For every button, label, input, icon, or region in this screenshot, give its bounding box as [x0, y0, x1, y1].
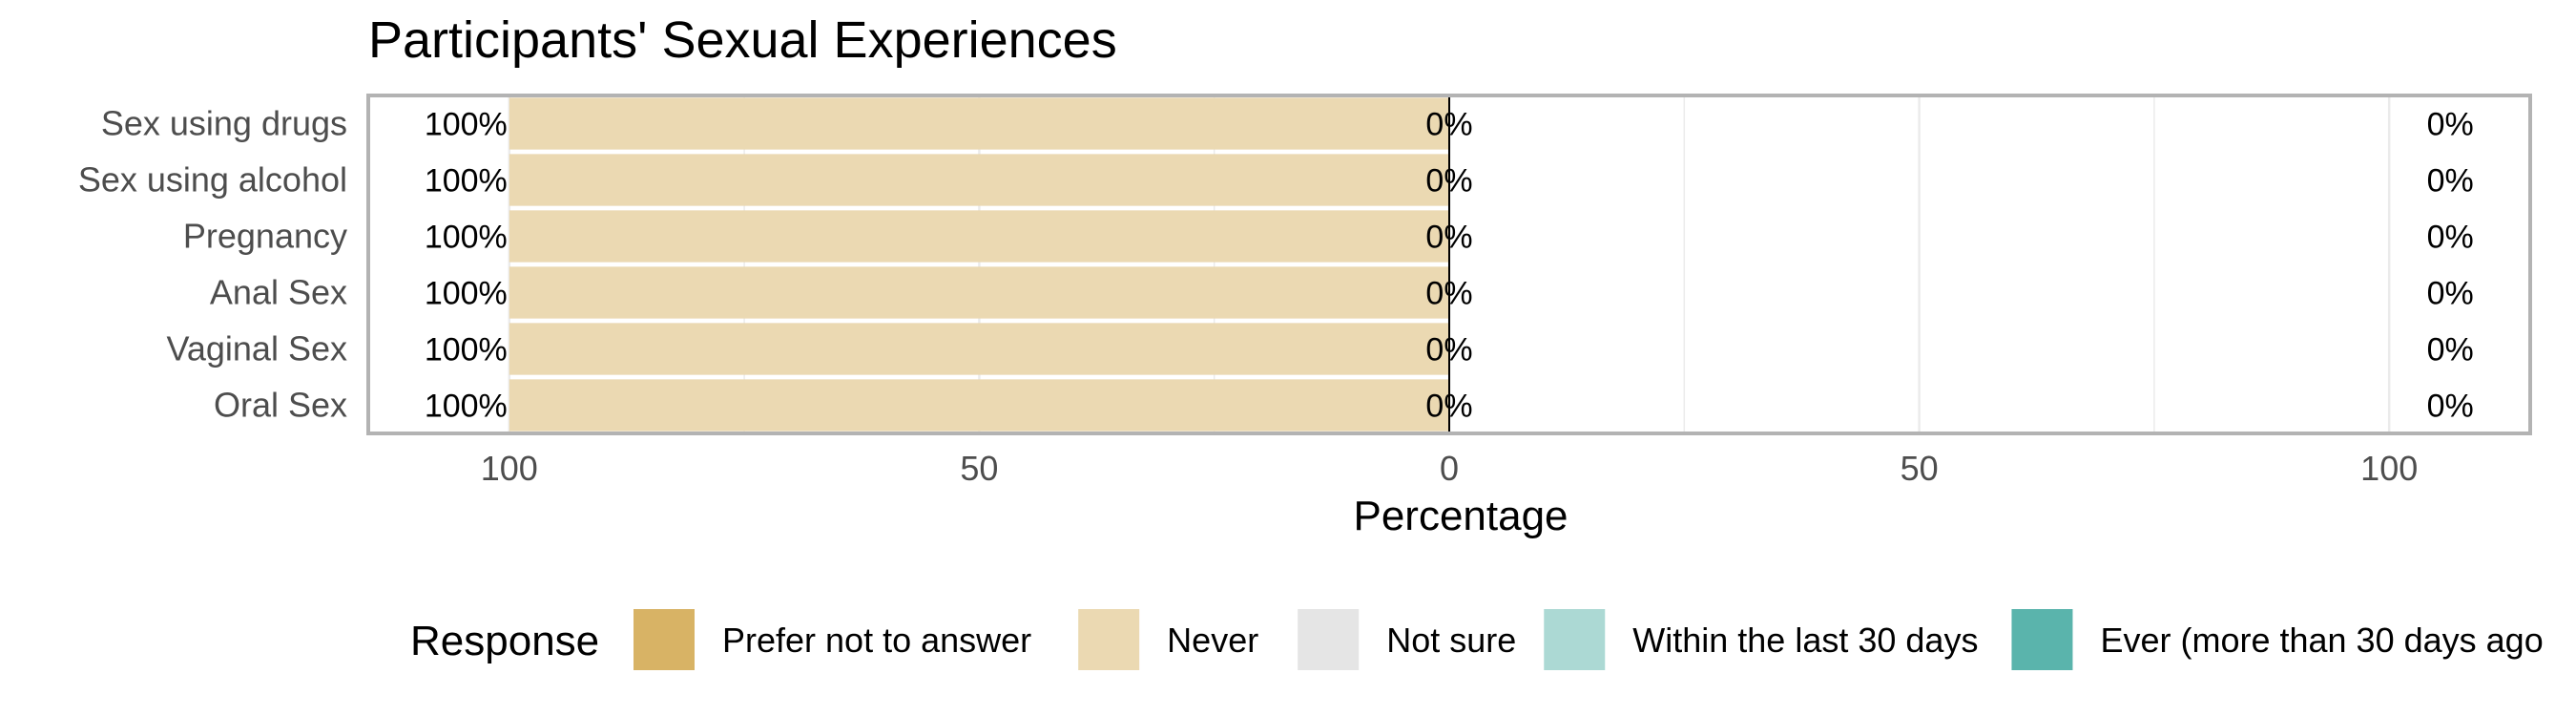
- legend-swatch: [1076, 607, 1142, 672]
- y-axis-label: Oral Sex: [214, 386, 347, 425]
- data-label-left: 100%: [425, 276, 508, 312]
- bar-segment: [509, 266, 1449, 319]
- data-label-left: 100%: [425, 389, 508, 425]
- data-labels: 100% 0% 0% 100% 0% 0% 100% 0% 0% 100% 0% 0% 100% 0% 0%…: [425, 107, 2474, 425]
- y-axis-label: Pregnancy: [183, 217, 347, 256]
- bars: [509, 97, 1449, 432]
- data-label-right: 0%: [2427, 163, 2474, 200]
- legend-label: Not sure: [1386, 621, 1516, 660]
- x-axis-ticks: 100 50 0 50 100: [481, 449, 2419, 488]
- data-label-left: 100%: [425, 220, 508, 256]
- data-label-center: 0%: [1425, 389, 1472, 425]
- x-tick-label: 50: [960, 449, 998, 488]
- y-axis-label: Vaginal Sex: [167, 329, 347, 369]
- data-label-right: 0%: [2427, 276, 2474, 312]
- data-label-center: 0%: [1425, 332, 1472, 369]
- legend-label: Prefer not to answer: [722, 621, 1031, 660]
- bar-segment: [509, 379, 1449, 432]
- bar-segment: [509, 210, 1449, 263]
- legend-label: Within the last 30 days: [1632, 621, 1978, 660]
- legend-swatch: [2009, 607, 2075, 672]
- legend-swatch: [1542, 607, 1608, 672]
- x-tick-label: 100: [2360, 449, 2418, 488]
- data-label-left: 100%: [425, 107, 508, 143]
- data-label-right: 0%: [2427, 389, 2474, 425]
- legend-label: Ever (more than 30 days ago: [2100, 621, 2543, 660]
- data-label-center: 0%: [1425, 276, 1472, 312]
- data-label-right: 0%: [2427, 107, 2474, 143]
- data-label-center: 0%: [1425, 163, 1472, 200]
- legend-title: Response: [410, 618, 599, 664]
- chart-title: Participants' Sexual Experiences: [368, 11, 1117, 69]
- x-tick-label: 100: [481, 449, 538, 488]
- x-tick-label: 0: [1440, 449, 1459, 488]
- legend-label: Never: [1167, 621, 1258, 660]
- x-axis-title: Percentage: [1353, 493, 1568, 539]
- bar-segment: [509, 97, 1449, 150]
- bar-segment: [509, 323, 1449, 375]
- data-label-right: 0%: [2427, 220, 2474, 256]
- data-label-left: 100%: [425, 163, 508, 200]
- y-axis-label: Anal Sex: [210, 273, 347, 312]
- legend-swatch: [632, 607, 696, 672]
- x-tick-label: 50: [1901, 449, 1939, 488]
- data-label-center: 0%: [1425, 220, 1472, 256]
- data-label-right: 0%: [2427, 332, 2474, 369]
- bar-segment: [509, 154, 1449, 206]
- legend-items: Prefer not to answer Never Not sure Within …: [632, 607, 2544, 672]
- data-label-left: 100%: [425, 332, 508, 369]
- data-label-center: 0%: [1425, 107, 1472, 143]
- legend-swatch: [1296, 607, 1361, 672]
- y-axis-label: Sex using drugs: [101, 104, 347, 143]
- y-axis-label: Sex using alcohol: [78, 160, 347, 200]
- y-axis-labels: Sex using drugs Sex using alcohol Pregnanc…: [78, 104, 347, 425]
- legend: Response Prefer not to answer Never Not su…: [410, 607, 2544, 672]
- panel-border: [366, 94, 2532, 435]
